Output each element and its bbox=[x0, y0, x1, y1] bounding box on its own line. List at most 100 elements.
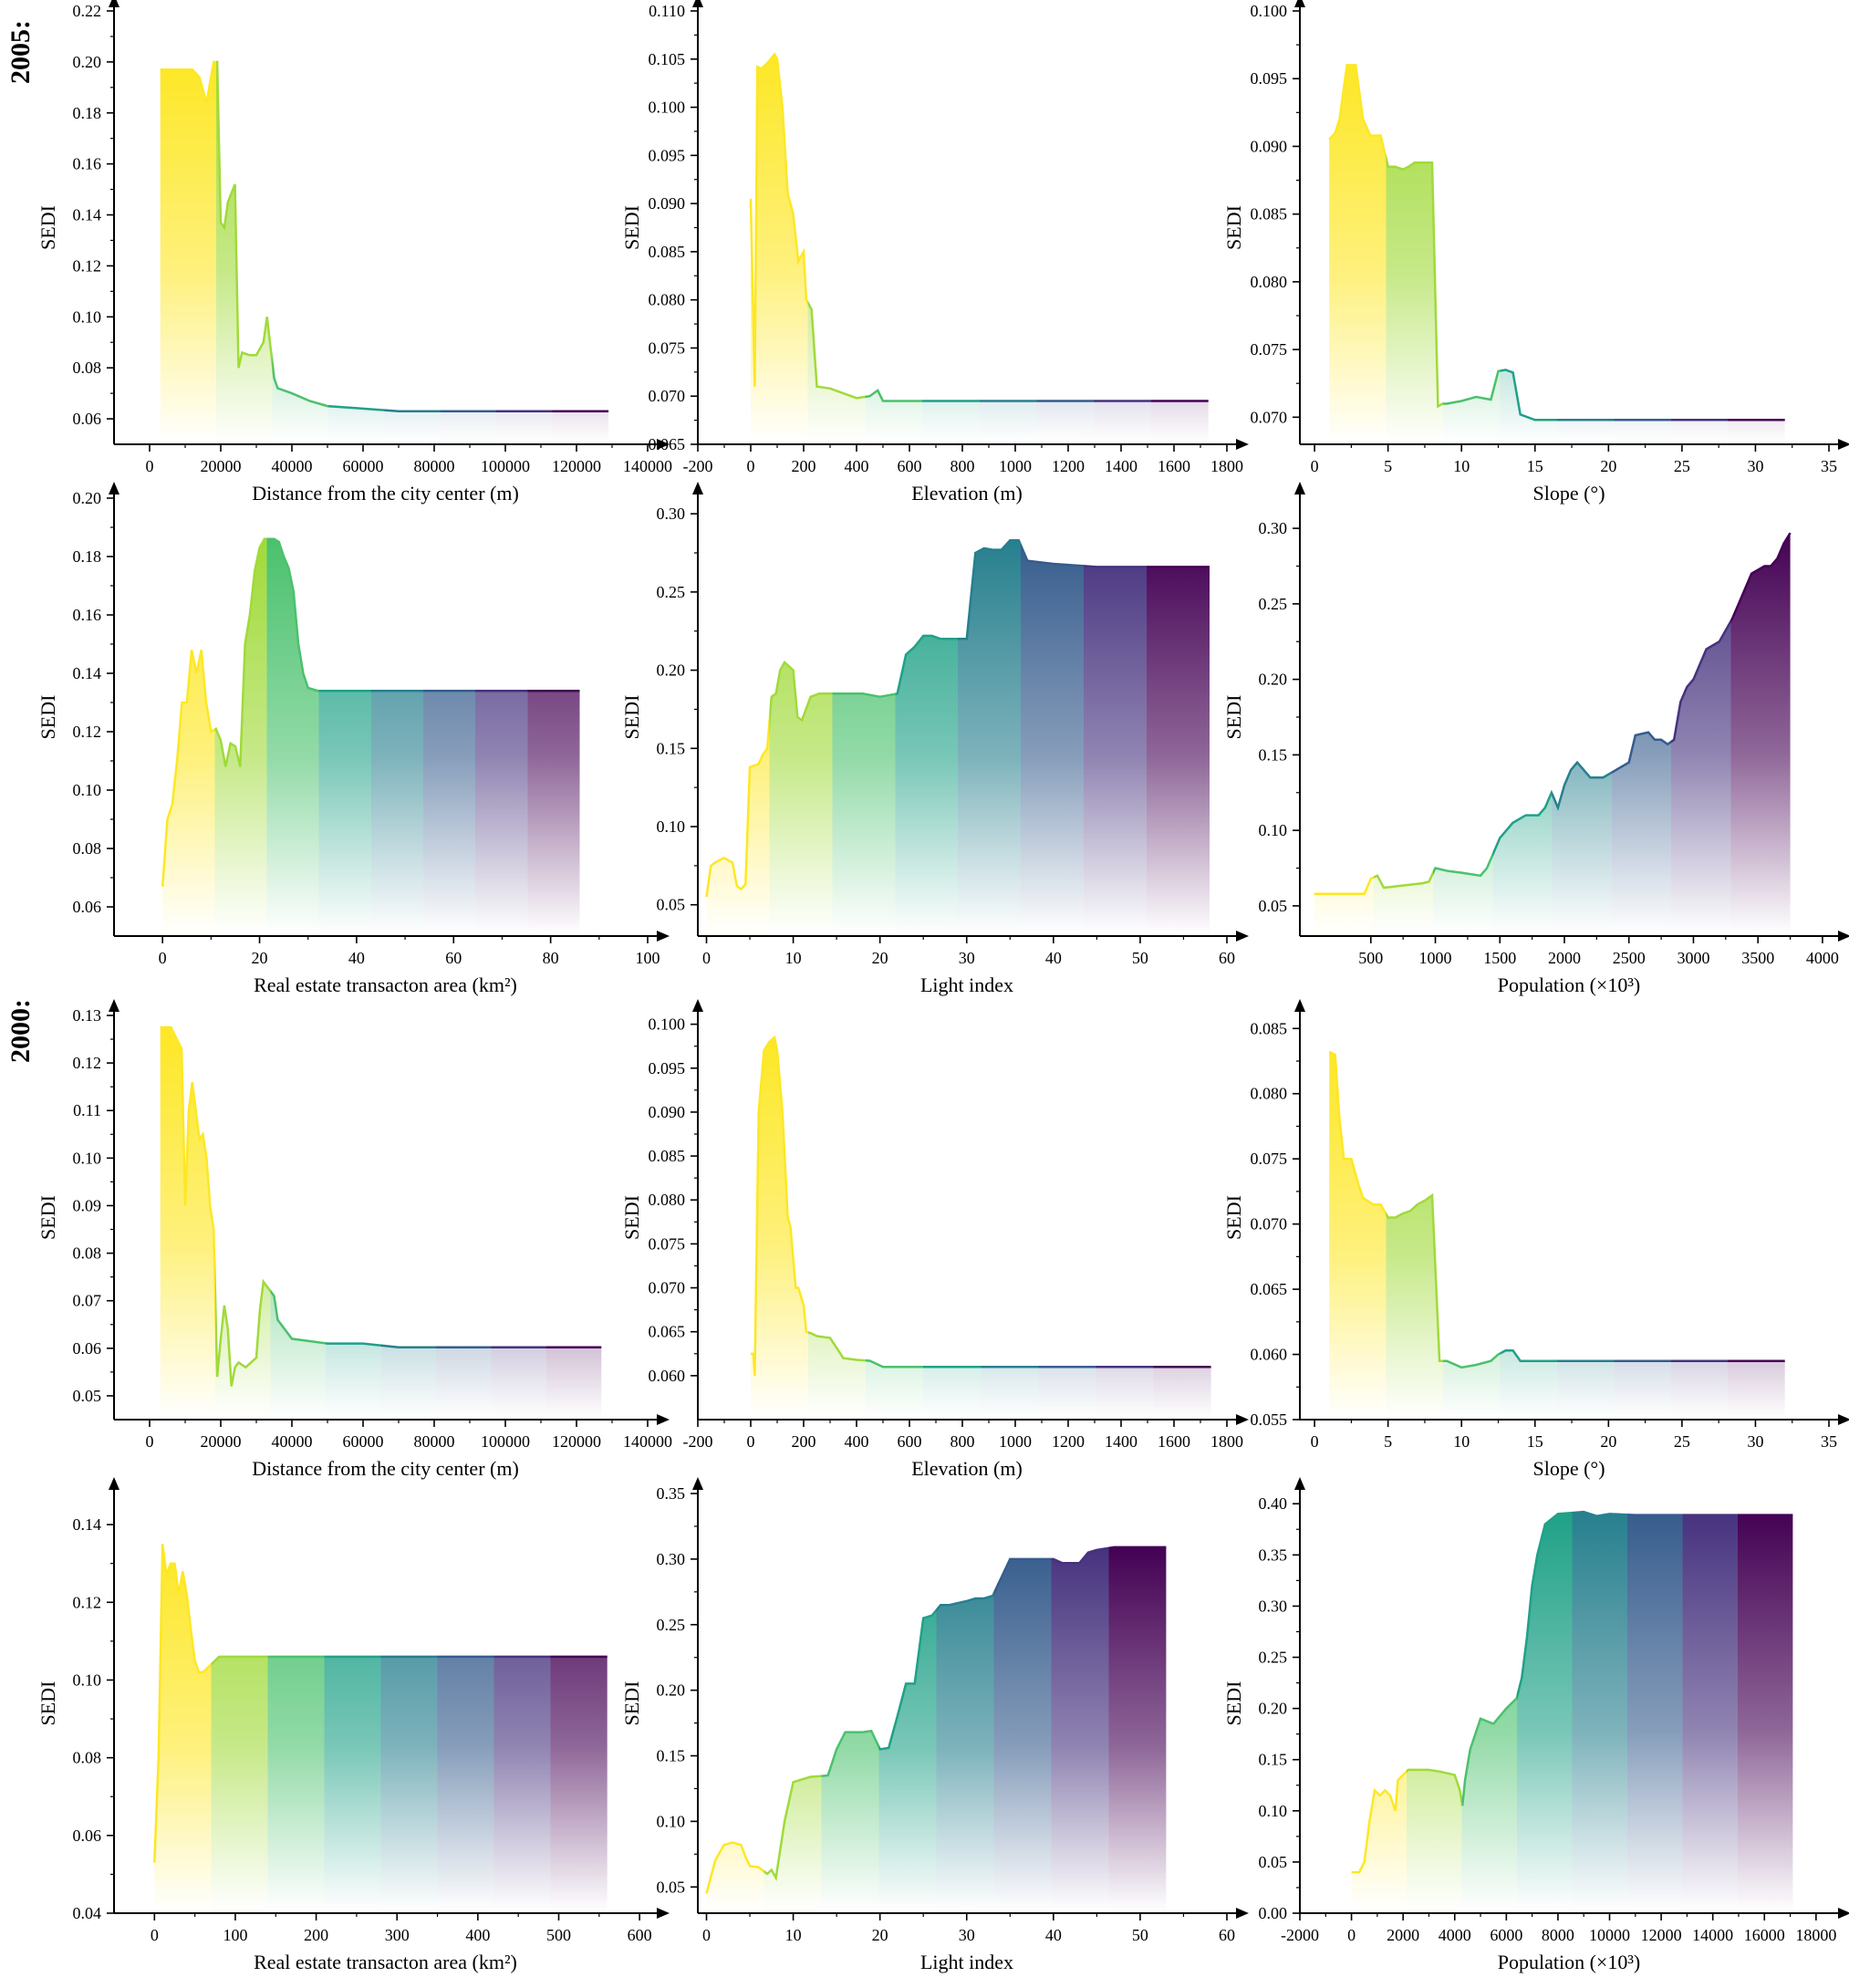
y-tick-label: 0.05 bbox=[1259, 897, 1288, 915]
x-tick-label: 1200 bbox=[1052, 457, 1085, 475]
y-tick-label: 0.08 bbox=[73, 1244, 102, 1263]
line-p2000_light bbox=[705, 1546, 1167, 1894]
x-tick-label: 120000 bbox=[552, 457, 601, 475]
chart-p2005_population: 500 1000 1500 2000 2500 3000 3500 4000 0.05 0.10 0… bbox=[1222, 482, 1849, 996]
y-tick-label: 0.065 bbox=[1251, 1280, 1288, 1298]
y-tick-label: 0.065 bbox=[649, 1323, 686, 1341]
y-tick-label: 0.08 bbox=[73, 359, 102, 377]
x-axis-arrow bbox=[657, 1414, 670, 1425]
x-tick-label: 100 bbox=[636, 949, 660, 967]
y-tick-label: 0.075 bbox=[649, 338, 686, 357]
x-tick-label: 10 bbox=[1453, 457, 1470, 475]
x-tick-label: 35 bbox=[1821, 1432, 1837, 1451]
x-tick-label: 15 bbox=[1527, 1432, 1543, 1451]
y-tick-label: 0.100 bbox=[649, 99, 686, 117]
y-tick-label: 0.05 bbox=[1259, 1853, 1288, 1871]
x-tick-label: 60 bbox=[1219, 1926, 1235, 1944]
x-tick-label: 20 bbox=[1600, 1432, 1616, 1451]
x-tick-label: 5 bbox=[1384, 457, 1392, 475]
y-tick-label: 0.07 bbox=[73, 1292, 102, 1310]
x-tick-label: 1000 bbox=[999, 457, 1032, 475]
y-tick-label: 0.085 bbox=[1251, 1019, 1288, 1037]
x-tick-label: 0 bbox=[747, 1432, 755, 1451]
y-tick-label: 0.35 bbox=[657, 1484, 686, 1503]
x-axis-title: Elevation (m) bbox=[911, 482, 1023, 505]
x-tick-label: 0 bbox=[146, 457, 154, 475]
x-tick-label: 10000 bbox=[1589, 1926, 1630, 1944]
y-axis-arrow bbox=[109, 482, 119, 494]
x-tick-label: 200 bbox=[792, 1432, 816, 1451]
x-tick-label: 800 bbox=[950, 457, 975, 475]
x-tick-label: 100000 bbox=[481, 1432, 530, 1451]
y-tick-label: 0.15 bbox=[657, 1747, 686, 1765]
y-axis-arrow bbox=[692, 0, 703, 7]
area-p2000_realestate bbox=[154, 1544, 608, 1911]
y-tick-label: 0.10 bbox=[73, 1671, 102, 1689]
x-axis-arrow bbox=[1236, 439, 1249, 450]
x-axis-title: Slope (°) bbox=[1532, 482, 1605, 505]
x-axis-arrow bbox=[657, 931, 670, 942]
y-tick-label: 0.00 bbox=[1259, 1904, 1288, 1922]
x-tick-label: 100 bbox=[223, 1926, 247, 1944]
y-axis-arrow bbox=[1294, 1477, 1305, 1490]
x-tick-label: 3500 bbox=[1741, 949, 1774, 967]
area-p2000_population bbox=[1351, 1512, 1793, 1911]
y-tick-label: 0.30 bbox=[657, 1550, 686, 1568]
y-axis-title: SEDI bbox=[1222, 695, 1245, 740]
x-axis-title: Population (×10³) bbox=[1498, 973, 1641, 996]
area-p2005_population bbox=[1314, 533, 1791, 934]
chart-p2005_distance: 0 20000 40000 60000 80000 100000 120000 140000 0… bbox=[36, 0, 672, 505]
x-tick-label: 20000 bbox=[201, 1432, 242, 1451]
y-axis-arrow bbox=[692, 999, 703, 1012]
y-axis-arrow bbox=[692, 1477, 703, 1490]
y-tick-label: 0.15 bbox=[657, 739, 686, 757]
x-tick-label: 120000 bbox=[552, 1432, 601, 1451]
y-tick-label: 0.25 bbox=[657, 1616, 686, 1634]
y-axis-title: SEDI bbox=[620, 205, 643, 250]
y-tick-label: 0.14 bbox=[73, 664, 102, 682]
x-tick-label: 20000 bbox=[201, 457, 242, 475]
y-tick-label: 0.100 bbox=[649, 1015, 686, 1034]
y-tick-label: 0.075 bbox=[1251, 340, 1288, 359]
y-tick-label: 0.06 bbox=[73, 410, 102, 428]
line-p2000_slope bbox=[1328, 1050, 1785, 1369]
area-p2000_elevation bbox=[751, 1037, 1211, 1418]
line-p2000_realestate bbox=[153, 1544, 608, 1863]
y-tick-label: 0.06 bbox=[73, 1827, 102, 1845]
x-tick-label: 20 bbox=[872, 949, 888, 967]
y-tick-label: 0.080 bbox=[649, 1191, 686, 1209]
x-axis-title: Distance from the city center (m) bbox=[252, 1457, 519, 1480]
x-axis-title: Distance from the city center (m) bbox=[252, 482, 519, 505]
y-tick-label: 0.35 bbox=[1259, 1546, 1288, 1564]
x-tick-label: 200 bbox=[304, 1926, 328, 1944]
y-tick-label: 0.095 bbox=[649, 146, 686, 164]
x-tick-label: 0 bbox=[1311, 457, 1319, 475]
area-p2005_realestate bbox=[162, 538, 580, 934]
y-tick-label: 0.075 bbox=[649, 1234, 686, 1253]
x-axis-title: Population (×10³) bbox=[1498, 1951, 1641, 1973]
y-tick-label: 0.20 bbox=[657, 1681, 686, 1700]
x-tick-label: 80000 bbox=[414, 457, 455, 475]
area-p2000_distance bbox=[160, 1027, 602, 1418]
y-tick-label: 0.09 bbox=[73, 1196, 102, 1214]
x-tick-label: 600 bbox=[628, 1926, 652, 1944]
x-tick-label: 60 bbox=[445, 949, 462, 967]
y-axis-title: SEDI bbox=[36, 1195, 59, 1240]
y-tick-label: 0.30 bbox=[1259, 1597, 1288, 1615]
x-tick-label: 10 bbox=[785, 1926, 802, 1944]
x-tick-label: 8000 bbox=[1542, 1926, 1574, 1944]
x-axis-arrow bbox=[1838, 439, 1849, 450]
y-tick-label: 0.18 bbox=[73, 547, 102, 566]
y-tick-label: 0.085 bbox=[1251, 205, 1288, 224]
x-axis-arrow bbox=[1236, 1908, 1249, 1919]
x-tick-label: 100000 bbox=[481, 457, 530, 475]
y-tick-label: 0.070 bbox=[1251, 408, 1288, 426]
x-tick-label: 1600 bbox=[1158, 1432, 1190, 1451]
x-axis-title: Real estate transacton area (km²) bbox=[254, 1951, 517, 1973]
area-p2005_elevation bbox=[751, 54, 1209, 442]
y-tick-label: 0.20 bbox=[1259, 671, 1288, 689]
line-p2005_realestate bbox=[161, 537, 580, 887]
y-tick-label: 0.100 bbox=[1251, 2, 1288, 20]
y-tick-label: 0.10 bbox=[73, 1149, 102, 1167]
y-tick-label: 0.12 bbox=[73, 256, 102, 275]
